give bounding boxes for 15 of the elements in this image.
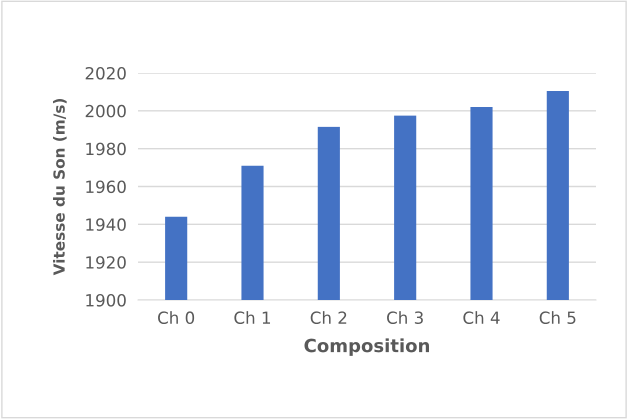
y-tick-label: 1960 — [86, 180, 126, 194]
x-tick-label: Ch 4 — [463, 311, 500, 324]
x-tick-label: Ch 2 — [310, 311, 346, 324]
y-tick-label: 1980 — [86, 142, 126, 156]
x-axis-title: Composition — [304, 338, 429, 356]
y-axis-title: Vitesse du Son (m/s) — [53, 98, 67, 276]
x-tick-label: Ch 5 — [540, 311, 576, 324]
y-tick-label: 1940 — [86, 218, 126, 231]
y-tick-label: 2020 — [86, 66, 126, 80]
x-tick-label: Ch 3 — [387, 311, 423, 324]
y-tick-label: 2000 — [86, 104, 126, 118]
x-tick-label: Ch 1 — [234, 311, 270, 324]
y-tick-label: 1900 — [86, 294, 126, 307]
x-tick-label: Ch 0 — [158, 311, 194, 324]
y-tick-label: 1920 — [86, 256, 126, 269]
